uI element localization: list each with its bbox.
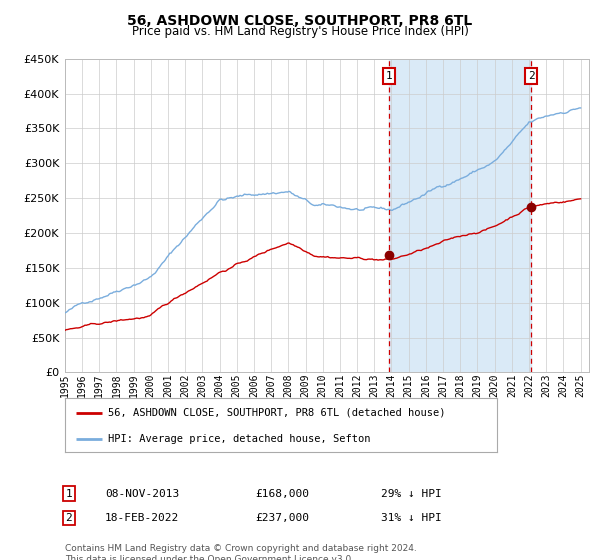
Text: HPI: Average price, detached house, Sefton: HPI: Average price, detached house, Seft… — [108, 434, 371, 444]
Text: 2: 2 — [528, 71, 535, 81]
Text: 18-FEB-2022: 18-FEB-2022 — [105, 513, 179, 523]
Text: 31% ↓ HPI: 31% ↓ HPI — [381, 513, 442, 523]
Text: 08-NOV-2013: 08-NOV-2013 — [105, 489, 179, 499]
Text: £168,000: £168,000 — [255, 489, 309, 499]
Text: Contains HM Land Registry data © Crown copyright and database right 2024.
This d: Contains HM Land Registry data © Crown c… — [65, 544, 416, 560]
Text: 56, ASHDOWN CLOSE, SOUTHPORT, PR8 6TL (detached house): 56, ASHDOWN CLOSE, SOUTHPORT, PR8 6TL (d… — [108, 408, 445, 418]
Text: 56, ASHDOWN CLOSE, SOUTHPORT, PR8 6TL: 56, ASHDOWN CLOSE, SOUTHPORT, PR8 6TL — [127, 14, 473, 28]
Text: 29% ↓ HPI: 29% ↓ HPI — [381, 489, 442, 499]
Text: 2: 2 — [65, 513, 73, 523]
Bar — [389, 59, 531, 372]
Text: 1: 1 — [65, 489, 73, 499]
Text: £237,000: £237,000 — [255, 513, 309, 523]
Text: Price paid vs. HM Land Registry's House Price Index (HPI): Price paid vs. HM Land Registry's House … — [131, 25, 469, 38]
Text: 1: 1 — [386, 71, 392, 81]
